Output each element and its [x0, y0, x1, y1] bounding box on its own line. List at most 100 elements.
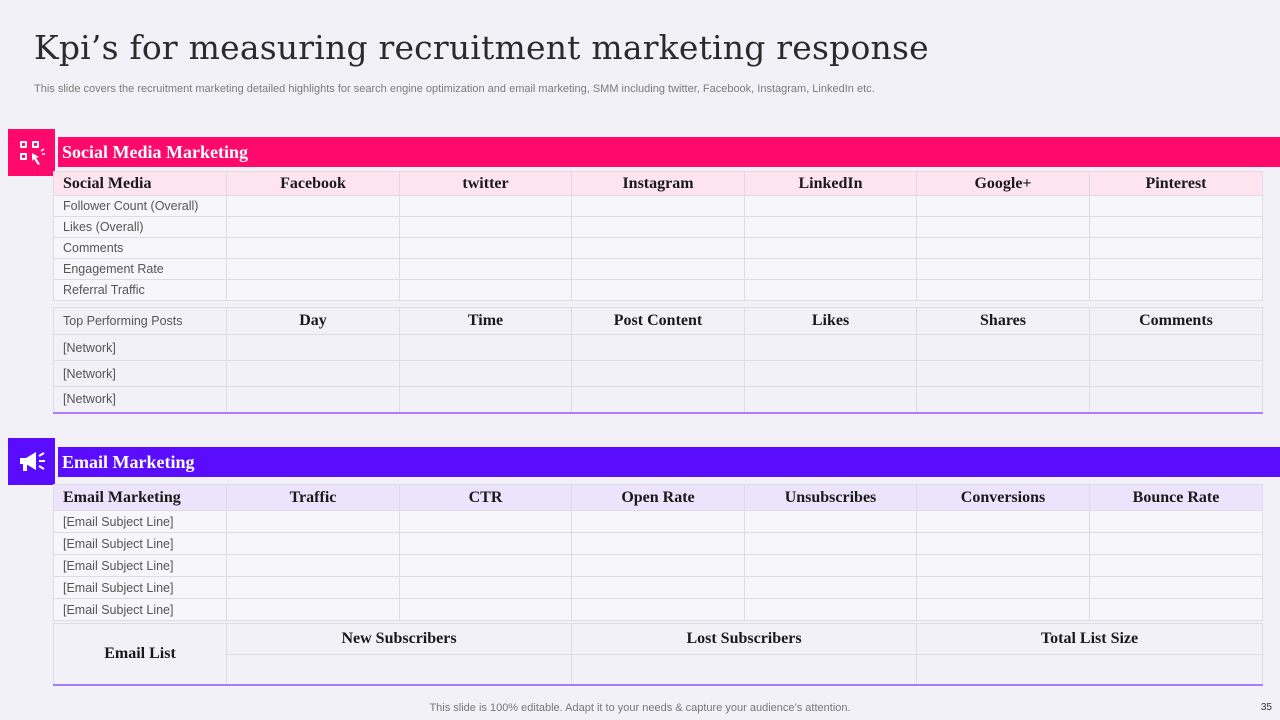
table-header-row: Email List New Subscribers Lost Subscrib…	[53, 623, 1264, 685]
table-row: [Email Subject Line]	[53, 598, 1263, 621]
table-row: [Network]	[53, 386, 1263, 413]
table-cell	[744, 258, 917, 280]
column-header: Unsubscribes	[744, 484, 917, 511]
table-cell	[226, 258, 400, 280]
table-row: [Network]	[53, 334, 1263, 361]
table-cell	[399, 360, 572, 387]
table-cell	[1089, 258, 1263, 280]
top-posts-table: Top Performing Posts Day Time Post Conte…	[53, 307, 1263, 414]
table-row: Engagement Rate	[53, 258, 1263, 280]
table-row: Follower Count (Overall)	[53, 195, 1263, 217]
table-cell	[399, 216, 572, 238]
table-cell	[916, 258, 1090, 280]
table-row: [Email Subject Line]	[53, 554, 1263, 577]
table-cell	[399, 510, 572, 533]
social-network-icon	[8, 129, 55, 176]
table-row: [Email Subject Line]	[53, 576, 1263, 599]
row-label: [Email Subject Line]	[53, 576, 227, 599]
table-row	[54, 654, 1264, 685]
row-label: [Network]	[53, 360, 227, 387]
table-cell	[916, 598, 1090, 621]
table-cell	[226, 386, 400, 413]
email-marketing-section-title: Email Marketing	[62, 451, 195, 472]
column-header: Open Rate	[571, 484, 745, 511]
table-cell	[916, 279, 1090, 301]
table-row: Referral Traffic	[53, 279, 1263, 301]
column-header: Instagram	[571, 171, 745, 196]
table-cell	[744, 554, 917, 577]
table-cell	[571, 334, 745, 361]
table-cell	[916, 195, 1090, 217]
email-list-label: Email List	[53, 623, 227, 685]
table-cell	[571, 195, 745, 217]
column-header: Bounce Rate	[1089, 484, 1263, 511]
table-cell	[744, 510, 917, 533]
table-cell	[571, 279, 745, 301]
column-header: Facebook	[226, 171, 400, 196]
table-cell	[1089, 237, 1263, 259]
social-media-section-title: Social Media Marketing	[62, 141, 248, 162]
column-header: Traffic	[226, 484, 400, 511]
table-cell	[399, 386, 572, 413]
column-header: Shares	[916, 307, 1090, 335]
table-cell	[226, 195, 400, 217]
megaphone-icon	[8, 438, 55, 485]
table-cell	[916, 532, 1090, 555]
row-label: Top Performing Posts	[53, 307, 227, 335]
column-header: Lost Subscribers	[571, 623, 918, 655]
table-cell	[1089, 576, 1263, 599]
table-cell	[571, 576, 745, 599]
table-cell	[1089, 532, 1263, 555]
table-cell	[1089, 386, 1263, 413]
table-row: [Email Subject Line]	[53, 510, 1263, 533]
table-cell	[399, 532, 572, 555]
table-cell	[744, 532, 917, 555]
table-cell	[1089, 334, 1263, 361]
column-header: CTR	[399, 484, 572, 511]
table-cell	[1089, 510, 1263, 533]
row-label: Engagement Rate	[53, 258, 227, 280]
table-cell	[399, 195, 572, 217]
table-cell	[571, 554, 745, 577]
table-cell	[744, 386, 917, 413]
table-cell	[744, 360, 917, 387]
table-cell	[399, 598, 572, 621]
table-cell	[226, 360, 400, 387]
column-header: Post Content	[571, 307, 745, 335]
table-header-row: Top Performing Posts Day Time Post Conte…	[53, 307, 1263, 335]
table-cell	[571, 532, 745, 555]
social-media-section-header: Social Media Marketing	[58, 137, 1280, 167]
email-marketing-section-header: Email Marketing	[58, 447, 1280, 477]
row-label: Referral Traffic	[53, 279, 227, 301]
table-cell	[226, 334, 400, 361]
table-cell	[226, 216, 400, 238]
table-cell	[226, 576, 400, 599]
table-cell	[226, 554, 400, 577]
table-cell	[744, 237, 917, 259]
table-cell	[571, 258, 745, 280]
row-label: [Network]	[53, 334, 227, 361]
table-header-row: Email Marketing Traffic CTR Open Rate Un…	[53, 484, 1263, 511]
table-cell	[1089, 279, 1263, 301]
table-cell	[399, 576, 572, 599]
table-cell	[1089, 554, 1263, 577]
column-header: Email Marketing	[53, 484, 227, 511]
table-header-row: Social Media Facebook twitter Instagram …	[53, 171, 1263, 196]
row-label: [Network]	[53, 386, 227, 413]
table-cell	[916, 654, 1264, 685]
column-header: Pinterest	[1089, 171, 1263, 196]
row-label: Follower Count (Overall)	[53, 195, 227, 217]
table-cell	[399, 334, 572, 361]
table-cell	[399, 554, 572, 577]
table-cell	[226, 510, 400, 533]
page-title: Kpi’s for measuring recruitment marketin…	[34, 28, 929, 67]
row-label: [Email Subject Line]	[53, 532, 227, 555]
column-header: Total List Size	[916, 623, 1264, 655]
table-cell	[399, 237, 572, 259]
table-cell	[1089, 360, 1263, 387]
row-label: Comments	[53, 237, 227, 259]
table-cell	[744, 598, 917, 621]
column-header: LinkedIn	[744, 171, 917, 196]
table-cell	[571, 386, 745, 413]
column-header: twitter	[399, 171, 572, 196]
